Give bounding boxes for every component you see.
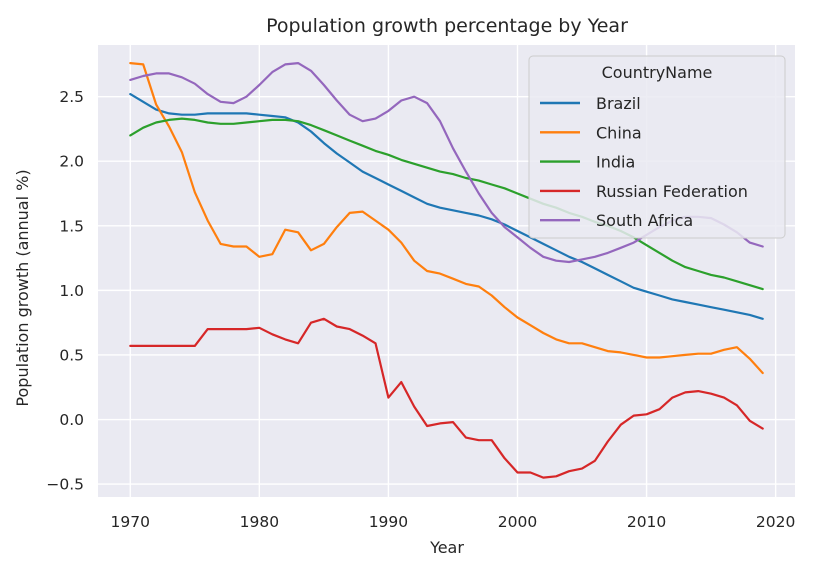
series-line-india bbox=[129, 117, 764, 291]
y-axis-label: Population growth (annual %) bbox=[13, 169, 32, 406]
y-tick-label: 0.0 bbox=[59, 411, 84, 429]
series-lines bbox=[129, 61, 764, 479]
y-axis-ticks: −0.5 0.0 0.5 1.0 1.5 2.0 2.5 bbox=[46, 88, 84, 493]
x-tick-label: 2000 bbox=[498, 513, 537, 531]
x-tick-label: 1980 bbox=[240, 513, 279, 531]
legend-label-brazil: Brazil bbox=[596, 94, 641, 113]
series-line-china bbox=[129, 61, 764, 375]
legend-title: CountryName bbox=[602, 63, 713, 82]
y-tick-label: 1.0 bbox=[59, 282, 84, 300]
legend-label-south-africa: South Africa bbox=[596, 211, 693, 230]
y-tick-label: 2.5 bbox=[59, 88, 84, 106]
y-tick-label: −0.5 bbox=[46, 476, 84, 494]
x-tick-label: 2020 bbox=[756, 513, 795, 531]
legend-label-india: India bbox=[596, 153, 635, 172]
legend-label-russian-federation: Russian Federation bbox=[596, 182, 748, 201]
x-tick-label: 1990 bbox=[369, 513, 408, 531]
y-tick-label: 2.0 bbox=[59, 153, 84, 171]
chart-title: Population growth percentage by Year bbox=[266, 15, 628, 37]
series-line-brazil bbox=[129, 92, 764, 320]
y-tick-label: 1.5 bbox=[59, 217, 84, 235]
legend: CountryName Brazil China India Russian Fede… bbox=[528, 55, 786, 239]
legend-label-china: China bbox=[596, 123, 642, 142]
x-axis-label: Year bbox=[429, 538, 464, 557]
x-axis-ticks: 1970 1980 1990 2000 2010 2020 bbox=[111, 513, 796, 531]
x-tick-label: 1970 bbox=[111, 513, 150, 531]
series-line-russian-federation bbox=[129, 317, 764, 479]
x-tick-label: 2010 bbox=[627, 513, 666, 531]
y-tick-label: 0.5 bbox=[59, 346, 84, 364]
legend-box bbox=[528, 55, 786, 239]
